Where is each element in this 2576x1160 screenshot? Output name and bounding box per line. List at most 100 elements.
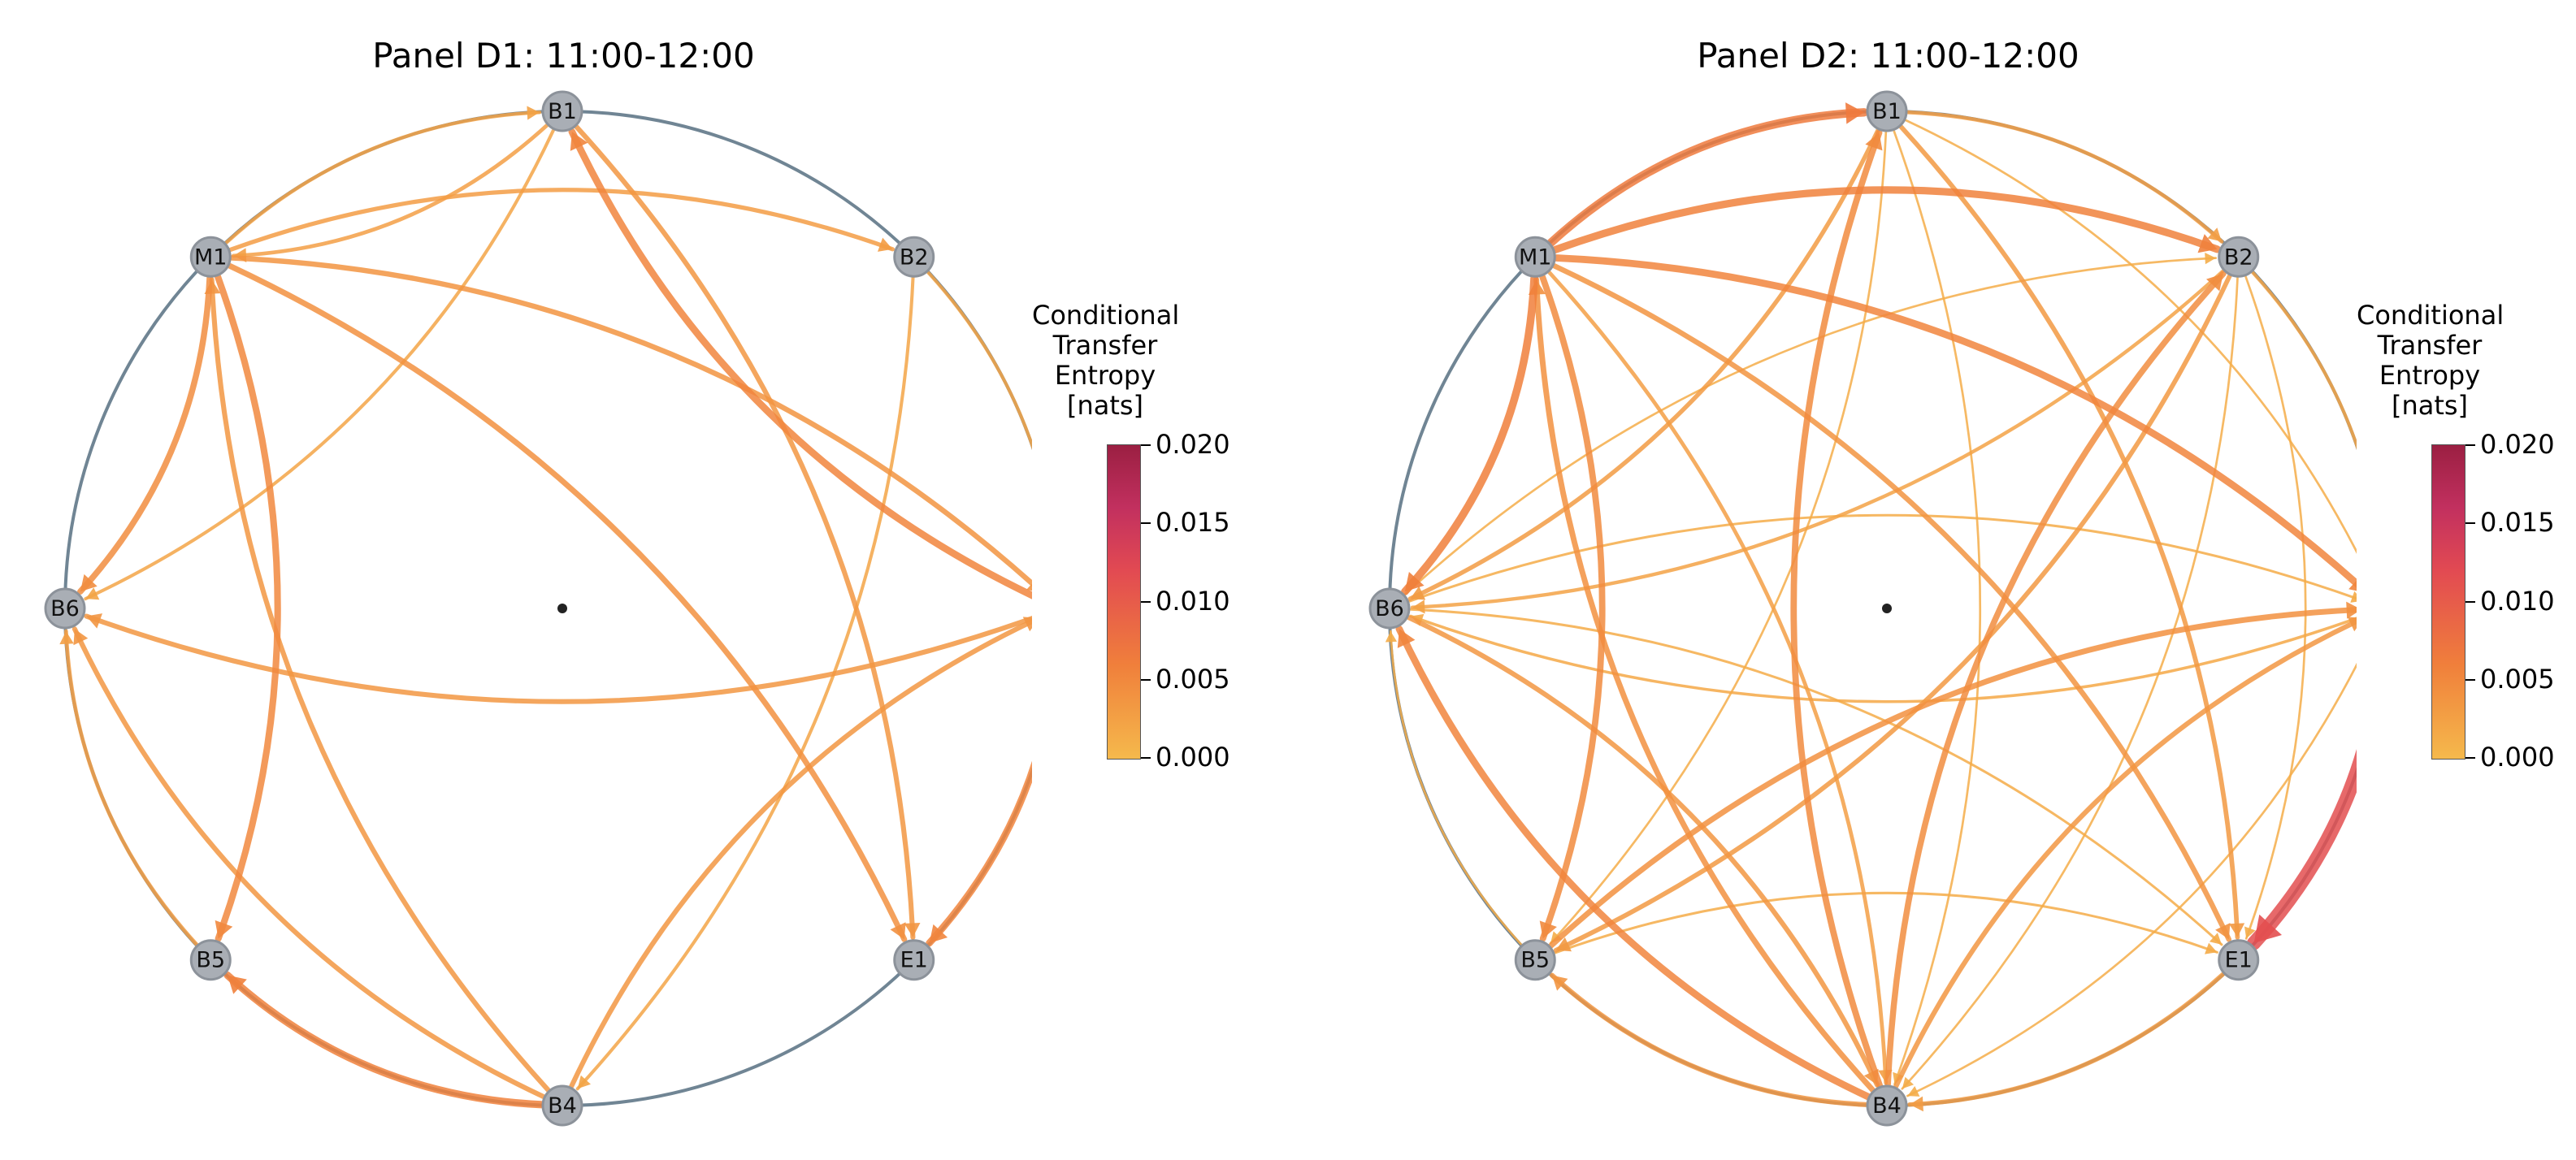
edge-arrowhead (1410, 586, 1426, 600)
node-label: M1 (194, 245, 227, 270)
edge-arrowhead (2346, 601, 2357, 619)
node-b4: B4 (1866, 1084, 1908, 1127)
node-label: B4 (548, 1093, 577, 1119)
edge-B4-B5 (223, 972, 545, 1109)
edge-arrowhead (1902, 1076, 1915, 1089)
node-b1: B1 (1866, 90, 1908, 132)
edge-arrowhead (1026, 583, 1032, 591)
edge-arrowhead (2229, 923, 2245, 937)
colorbar-tick-label: 0.005 (1156, 664, 1230, 695)
node-b2: B2 (893, 236, 935, 278)
edge-B2-B4 (1901, 276, 2239, 1090)
edge-arrowhead (1022, 617, 1032, 632)
edge-B1-B6 (84, 128, 555, 601)
edge-arrowhead (577, 1075, 591, 1089)
edge-arrowhead (570, 132, 588, 151)
edge-B4-B5 (1549, 972, 1869, 1107)
edge-B1-E1 (1898, 124, 2240, 940)
node-circle (1866, 1084, 1908, 1127)
edge-M1-B2 (228, 188, 896, 253)
node-circle (2218, 236, 2260, 278)
edge-B4-B1 (1790, 129, 1884, 1089)
edge-B5-B6 (1389, 630, 1523, 946)
edge-B3-B6 (84, 613, 1032, 704)
node-circle (1368, 587, 1411, 630)
edge-arrowhead (2206, 274, 2223, 292)
edge-arrowhead (527, 106, 540, 120)
edge-M1-B4 (1547, 271, 1889, 1085)
edge-B1-B2 (1906, 110, 2224, 244)
colorbar-tick-label: 0.020 (2480, 429, 2555, 460)
node-circle (1514, 236, 1556, 278)
edge-arrowhead (1865, 132, 1883, 151)
edge-arrowhead (86, 613, 102, 629)
edge-arrowhead (1412, 599, 1425, 614)
node-b6: B6 (44, 587, 86, 630)
node-label: B2 (900, 245, 929, 270)
colorbar-gradient (1107, 444, 1141, 760)
edge-arrowhead (904, 923, 921, 937)
edge-M1-B6 (77, 275, 213, 595)
colorbar-title: Conditional Transfer Entropy [nats] (1032, 300, 1180, 421)
edge-arrowhead (1552, 975, 1568, 991)
panel-d1: Panel D1: 11:00-12:00 B1B2B3E1B4B5B6M1 C… (44, 36, 1230, 1127)
node-b5: B5 (189, 939, 232, 981)
node-circle (893, 939, 935, 981)
colorbar-tick (2465, 679, 2475, 681)
colorbar-tick (1141, 522, 1151, 524)
node-label: M1 (1519, 245, 1551, 270)
node-circle (541, 1084, 583, 1127)
edge-arrowhead (1910, 1096, 1923, 1112)
edge-B2-B3 (2251, 271, 2357, 451)
edge-arrowhead (85, 587, 100, 600)
edge-B1-E1 (574, 124, 916, 940)
edge-M1-B1 (1546, 108, 1869, 247)
edge-M1-B3 (1552, 254, 2357, 589)
edge-arrowhead (1845, 102, 1864, 124)
node-b5: B5 (1514, 939, 1556, 981)
edge-M1-B1 (224, 110, 542, 245)
colorbar-gradient (2431, 444, 2465, 760)
edge-arrowhead (1539, 920, 1557, 939)
center-dot (1882, 604, 1892, 613)
edge-arrowhead (1907, 1086, 1920, 1097)
edge-B1-B4 (1893, 130, 1981, 1086)
edge-B6-B3 (1407, 513, 2357, 603)
edge-B4-B6 (1395, 625, 1871, 1101)
edge-B6-B4 (1406, 615, 1880, 1088)
edge-arrowhead (1385, 631, 1398, 643)
edge-B1-B6 (1407, 128, 1880, 601)
edge-arrowhead (228, 975, 247, 994)
colorbar-tick (1141, 679, 1151, 681)
edge-B4-M1 (1533, 276, 1876, 1093)
colorbar-title-line: Transfer (1052, 330, 1158, 361)
edge-arrowhead (1404, 572, 1425, 592)
edge-arrowhead (2205, 253, 2216, 265)
node-label: B2 (2224, 245, 2253, 270)
edge-arrowhead (2197, 234, 2218, 253)
edge-arrowhead (2348, 580, 2357, 591)
colorbar-tick (2465, 444, 2475, 446)
node-circle (189, 236, 232, 278)
network-diagram-d2: B1B2B3E1B4B5B6M1 (1368, 90, 2357, 1127)
edge-E1-B4 (1907, 972, 2226, 1107)
edge-B3-B6 (1409, 614, 2357, 703)
colorbar-tick (1141, 601, 1151, 603)
node-label: B6 (50, 596, 80, 621)
edge-M1-B2 (1551, 186, 2221, 253)
colorbar-tick (1141, 444, 1151, 446)
colorbar-tick (2465, 757, 2475, 759)
edge-arrowhead (2209, 933, 2222, 945)
colorbar-title-line: Conditional (1032, 300, 1180, 331)
node-circle (1514, 939, 1556, 981)
node-label: E1 (900, 948, 928, 973)
center-dot (557, 604, 567, 613)
edge-B2-B5 (1553, 273, 2232, 953)
edge-arrowhead (2215, 923, 2231, 940)
edge-arrowhead (2244, 926, 2256, 939)
node-circle (44, 587, 86, 630)
colorbar-title-line: Conditional (2357, 300, 2504, 331)
colorbar-title-line: Entropy (2379, 360, 2481, 391)
colorbar-title-line: Entropy (1054, 360, 1156, 391)
node-m1: M1 (1514, 236, 1556, 278)
